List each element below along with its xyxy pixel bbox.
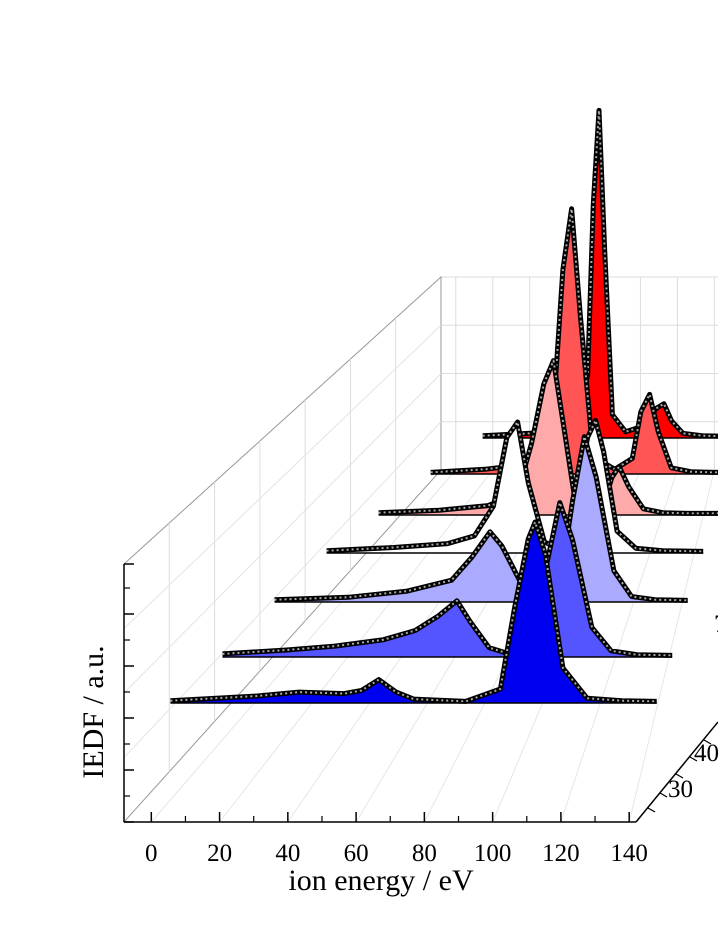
x-tick-label-0: 0 xyxy=(145,840,158,867)
depth-tick-label-1: 30 xyxy=(668,776,693,803)
tick-layer: 02040608010012014030407 xyxy=(124,563,718,867)
series-layer xyxy=(170,107,718,704)
x-tick-label-120: 120 xyxy=(542,840,580,867)
ridge-outline-2 xyxy=(222,500,673,658)
left-wall-gridline xyxy=(123,373,442,694)
depth-axis-line xyxy=(635,721,718,823)
depth-tick xyxy=(647,807,656,813)
ridge-fill-6 xyxy=(430,208,718,474)
x-tick-label-80: 80 xyxy=(412,840,437,867)
x-tick-label-40: 40 xyxy=(275,840,300,867)
ridge-hatch-1 xyxy=(170,521,657,703)
depth-tick xyxy=(659,792,668,798)
ridge-fill-5 xyxy=(378,360,718,515)
depth-tick-label-2: 40 xyxy=(694,740,718,767)
depth-tick-label-3: 7 xyxy=(714,611,718,638)
x-tick-label-140: 140 xyxy=(610,840,648,867)
x-tick-label-100: 100 xyxy=(474,840,512,867)
x-axis-label: ion energy / eV xyxy=(288,864,474,897)
ridge-fill-7 xyxy=(482,110,718,438)
x-tick-label-60: 60 xyxy=(344,840,369,867)
ridge-fill-1 xyxy=(170,522,657,703)
y-axis-label: IEDF / a.u. xyxy=(77,645,110,778)
ridge-fill-3 xyxy=(274,436,688,602)
chart-frame xyxy=(123,564,718,823)
depth-tick xyxy=(703,739,712,745)
floor-gridline xyxy=(560,469,678,823)
x-tick-label-20: 20 xyxy=(207,840,232,867)
left-wall-gridline xyxy=(123,324,442,629)
depth-tick xyxy=(675,773,684,779)
ridge-fill-4 xyxy=(326,420,704,553)
ridge-fill-2 xyxy=(222,502,673,657)
floor-gridline xyxy=(150,469,457,823)
depth-tick xyxy=(689,756,698,762)
floor-gridline xyxy=(628,469,715,823)
left-wall-gridline xyxy=(123,421,442,758)
